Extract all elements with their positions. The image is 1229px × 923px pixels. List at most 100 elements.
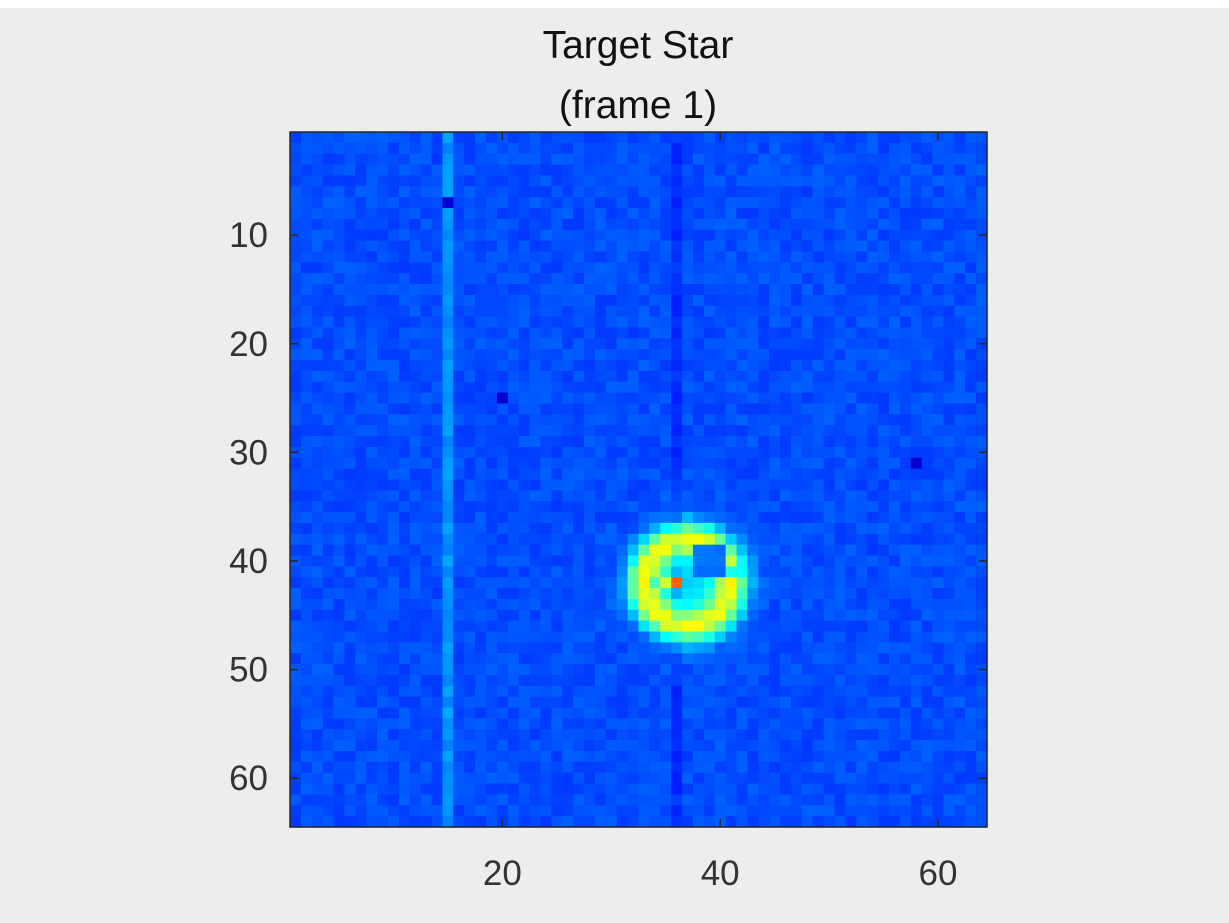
heatmap-cell — [420, 522, 433, 535]
heatmap-cell — [660, 305, 672, 318]
heatmap-cell — [584, 805, 596, 817]
heatmap-cell — [682, 588, 694, 600]
heatmap-cell — [954, 436, 966, 448]
heatmap-cell — [290, 740, 302, 752]
heatmap-cell — [932, 620, 945, 633]
heatmap-cell — [758, 468, 770, 481]
heatmap-cell — [954, 208, 966, 220]
heatmap-cell — [398, 392, 411, 405]
heatmap-cell — [823, 164, 836, 177]
heatmap-cell — [377, 653, 389, 665]
heatmap-cell — [682, 208, 694, 220]
heatmap-cell — [464, 251, 476, 263]
heatmap-cell — [355, 436, 367, 448]
heatmap-cell — [409, 794, 422, 806]
heatmap-cell — [758, 794, 770, 806]
heatmap-cell — [562, 544, 574, 557]
heatmap-cell — [486, 533, 498, 546]
heatmap-cell — [453, 740, 465, 752]
heatmap-cell — [366, 468, 378, 481]
heatmap-cell — [649, 360, 661, 372]
heatmap-cell — [507, 175, 520, 187]
heatmap-cell — [692, 414, 705, 426]
heatmap-cell — [464, 490, 476, 502]
heatmap-cell — [649, 555, 661, 567]
heatmap-cell — [398, 414, 411, 426]
heatmap-cell — [736, 588, 749, 600]
heatmap-cell — [790, 750, 803, 763]
heatmap-cell — [453, 349, 465, 361]
heatmap-cell — [856, 794, 868, 806]
heatmap-cell — [725, 284, 738, 296]
heatmap-cell — [344, 674, 356, 687]
heatmap-cell — [692, 316, 705, 329]
heatmap-cell — [834, 446, 847, 459]
heatmap-cell — [932, 446, 945, 459]
heatmap-cell — [965, 414, 977, 426]
heatmap-cell — [507, 208, 520, 220]
heatmap-cell — [878, 273, 890, 285]
heatmap-cell — [638, 674, 650, 687]
heatmap-cell — [366, 740, 378, 752]
heatmap-cell — [322, 794, 335, 806]
heatmap-cell — [388, 674, 400, 687]
heatmap-cell — [899, 294, 912, 307]
heatmap-cell — [823, 740, 836, 752]
heatmap-cell — [921, 761, 934, 774]
heatmap-cell — [638, 772, 650, 785]
heatmap-cell — [932, 251, 945, 263]
heatmap-cell — [921, 490, 934, 502]
heatmap-cell — [584, 598, 596, 611]
heatmap-cell — [736, 446, 749, 459]
heatmap-cell — [834, 208, 847, 220]
heatmap-cell — [878, 370, 890, 383]
heatmap-cell — [692, 598, 705, 611]
heatmap-cell — [769, 229, 781, 242]
heatmap-cell — [355, 425, 367, 437]
heatmap-cell — [714, 175, 727, 187]
heatmap-cell — [899, 132, 912, 144]
heatmap-cell — [682, 175, 694, 187]
heatmap-cell — [954, 588, 966, 600]
heatmap-cell — [518, 327, 531, 339]
heatmap-cell — [431, 403, 444, 415]
heatmap-cell — [540, 197, 552, 209]
heatmap-cell — [899, 229, 912, 242]
heatmap-cell — [801, 512, 814, 524]
heatmap-cell — [551, 729, 563, 741]
heatmap-cell — [943, 642, 955, 654]
heatmap-cell — [431, 631, 444, 643]
heatmap-cell — [910, 316, 923, 329]
heatmap-cell — [344, 544, 356, 557]
heatmap-cell — [431, 240, 444, 253]
heatmap-cell — [943, 349, 955, 361]
heatmap-cell — [736, 229, 749, 242]
heatmap-cell — [605, 414, 618, 426]
heatmap-cell — [780, 522, 792, 535]
heatmap-cell — [682, 631, 694, 643]
heatmap-cell — [290, 794, 302, 806]
heatmap-cell — [377, 164, 389, 177]
heatmap-cell — [584, 457, 596, 470]
heatmap-cell — [823, 533, 836, 546]
heatmap-cell — [496, 142, 509, 155]
heatmap-cell — [910, 664, 923, 676]
heatmap-cell — [573, 816, 585, 828]
heatmap-cell — [703, 718, 716, 730]
heatmap-cell — [518, 566, 531, 578]
heatmap-cell — [682, 653, 694, 665]
heatmap-cell — [965, 512, 977, 524]
heatmap-cell — [562, 696, 574, 709]
heatmap-cell — [311, 414, 324, 426]
heatmap-cell — [899, 642, 912, 654]
heatmap-cell — [475, 360, 487, 372]
heatmap-cell — [584, 327, 596, 339]
heatmap-cell — [322, 208, 335, 220]
heatmap-cell — [529, 197, 542, 209]
heatmap-cell — [518, 772, 531, 785]
heatmap-cell — [605, 446, 618, 459]
heatmap-cell — [464, 761, 476, 774]
heatmap-cell — [888, 696, 901, 709]
heatmap-cell — [486, 327, 498, 339]
heatmap-cell — [660, 718, 672, 730]
